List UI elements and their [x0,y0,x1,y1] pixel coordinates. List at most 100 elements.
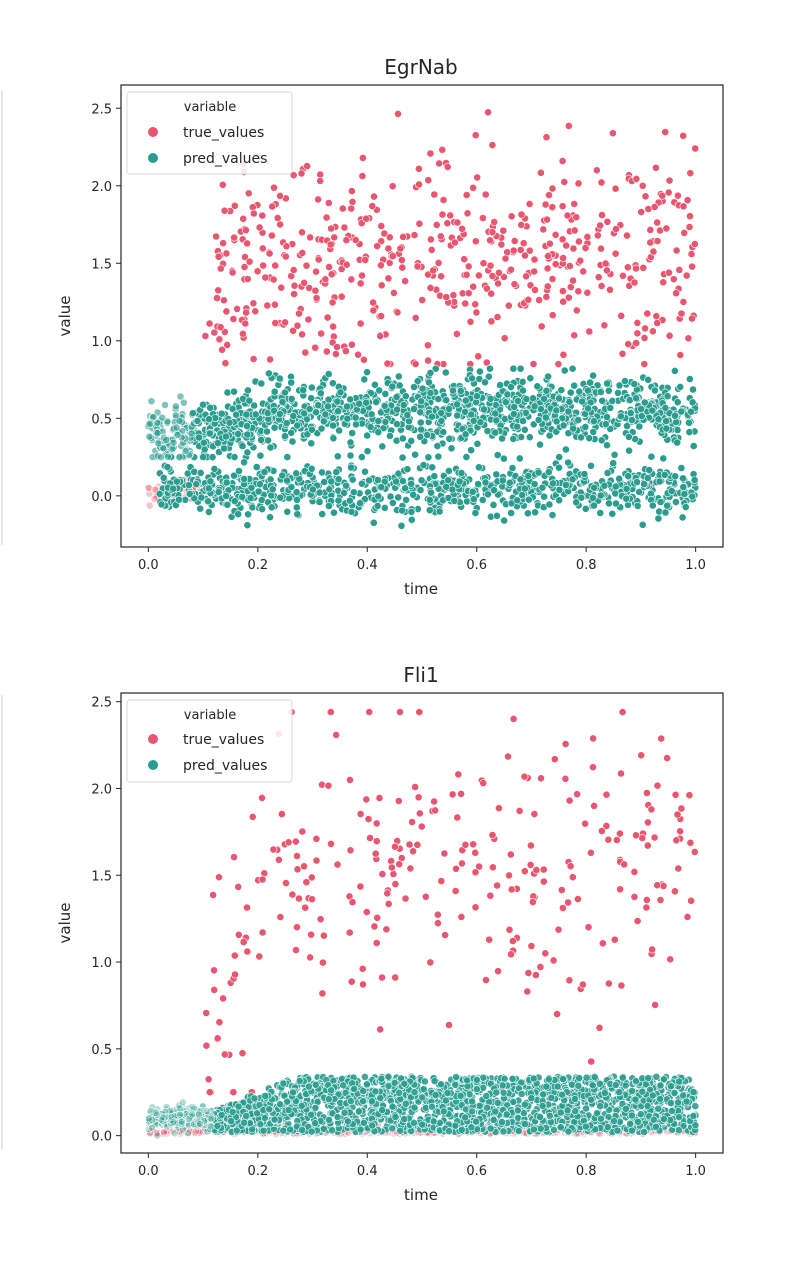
pred-value-point [610,450,619,459]
pred-value-point [275,374,284,383]
pred-value-point [307,439,316,448]
true-value-point [378,973,386,982]
pred-value-point [453,411,462,420]
pred-value-point [307,383,316,392]
true-value-point [312,267,320,276]
true-value-point [215,873,223,882]
true-value-point [463,209,472,218]
true-value-point [229,315,238,323]
true-value-point [218,345,226,354]
pred-value-point [608,396,617,405]
true-value-point [658,191,667,200]
true-value-point [415,708,424,716]
true-value-point [649,327,657,336]
legend-label-pred-values: pred_values [183,151,267,167]
pred-value-point [569,424,577,433]
true-value-point [679,297,688,306]
true-value-point [473,173,482,182]
true-value-point [415,180,423,189]
true-value-point [687,250,696,258]
true-value-point [424,356,432,365]
pred-value-point [334,407,342,416]
true-value-point [550,755,559,764]
pred-value-point [655,477,664,486]
pred-value-point [363,368,371,377]
pred-value-point [564,407,573,416]
true-value-point [442,293,451,301]
pred-value-point [204,497,212,506]
pred-value-point [577,493,586,502]
true-value-point [584,923,593,932]
pred-value-point [651,386,659,395]
true-value-point [268,202,277,211]
true-value-point [274,855,283,864]
true-value-point [394,110,402,118]
pred-value-point [243,386,252,395]
true-value-point [472,308,481,317]
pred-value-point [418,384,427,393]
true-value-point [488,272,497,280]
pred-value-point [403,465,412,474]
pred-value-point [221,432,230,441]
pred-value-point [192,480,201,489]
true-value-point [249,299,258,308]
true-value-point [429,266,437,275]
true-value-point [587,848,595,857]
true-value-point [340,223,349,232]
pred-value-point [262,427,271,436]
pred-value-point [548,511,557,519]
true-value-point [358,172,367,180]
true-value-point [449,291,458,300]
pred-value-point [589,427,598,436]
true-value-point [326,708,335,716]
true-value-point [356,279,365,288]
true-value-point [293,923,301,932]
pred-value-point [467,446,475,455]
true-value-point [376,261,385,270]
true-value-point [595,1023,604,1032]
true-value-point [639,263,648,272]
pred-value-point [181,447,190,455]
x-tick-label: 0.2 [247,558,268,573]
pred-value-point [445,434,454,443]
true-value-point [382,925,391,934]
pred-value-point [611,482,620,491]
pred-value-point [425,378,433,387]
pred-value-point [416,418,425,427]
pred-value-point [243,521,252,530]
pred-value-point [428,412,436,421]
true-value-point [201,332,210,340]
true-value-point [569,276,577,285]
pred-value-point [434,395,443,403]
true-value-point [517,210,526,219]
true-value-point [623,263,632,272]
true-value-point [537,322,546,331]
x-axis-label: time [404,580,438,598]
pred-value-point [544,468,553,476]
pred-value-point [426,368,435,377]
pred-value-point [508,464,517,472]
true-value-point [366,834,374,842]
pred-value-point [671,472,680,481]
true-value-point [426,149,435,158]
true-value-point [532,971,540,979]
true-value-point [633,329,642,338]
true-value-point [396,244,405,253]
pred-value-point [608,509,617,518]
true-value-point [255,223,264,232]
true-value-point [604,835,613,844]
pred-value-point [565,397,574,406]
true-value-point [488,863,497,872]
pred-value-point [213,439,222,447]
true-value-point [587,1057,596,1066]
true-value-point [369,298,377,307]
pred-value-point [318,468,326,477]
true-value-point [376,1025,385,1034]
pred-value-point [238,442,247,450]
pred-value-point [206,403,215,412]
pred-value-point [307,425,316,434]
pred-value-point [601,420,610,429]
true-value-point [387,863,396,872]
true-value-point [630,893,639,901]
true-value-point [289,326,297,335]
